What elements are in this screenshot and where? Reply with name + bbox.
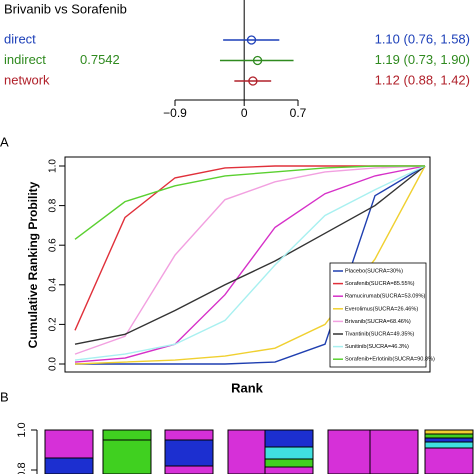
bar-segment: [424, 433, 474, 439]
row-label: direct: [4, 31, 36, 46]
legend-box: [329, 262, 427, 368]
estimate: [248, 76, 258, 86]
y-tick-label: 0.0: [48, 357, 59, 371]
estimate: [246, 35, 257, 45]
bar-segment: [102, 429, 152, 441]
legend-label: Tivantinib(SUCRA=49.35%): [345, 331, 414, 337]
p-value: 0.7542: [80, 52, 120, 67]
estimate: [252, 55, 263, 66]
y-tick-label: 0.6: [48, 238, 59, 252]
y-tick-label: 0.8: [48, 198, 59, 212]
bar-segment: [369, 429, 419, 474]
legend-label: Everolimus(SUCRA=26.46%): [345, 306, 418, 312]
bar-segment: [164, 465, 214, 474]
panel-label: B: [0, 389, 9, 404]
series-line: [75, 165, 426, 365]
bar-segment: [424, 437, 474, 443]
x-axis-label: Rank: [231, 380, 264, 395]
series-line: [74, 165, 426, 363]
bar-segment: [264, 429, 314, 448]
y-tick-label: 1.0: [48, 159, 59, 173]
bar-segment: [424, 441, 474, 449]
bar-segment: [102, 439, 152, 474]
y-axis-label: Cumulative Ranking Probility: [26, 181, 40, 348]
x-tick-label: 0: [241, 106, 248, 120]
panel-label: A: [0, 134, 9, 149]
y-tick-label: 0.2: [48, 317, 59, 331]
ci-label: 1.12 (0.88, 1.42): [375, 72, 470, 87]
legend-label: Brivanib(SUCRA=68.46%): [345, 319, 411, 325]
series-line: [74, 165, 425, 240]
bar-segment: [164, 439, 214, 467]
bar-segment: [264, 466, 314, 474]
bar-segment: [164, 429, 214, 441]
bar-segment: [44, 429, 94, 459]
legend-label: Sunitinib(SUCRA=46.3%): [345, 344, 409, 350]
series-line: [74, 165, 426, 355]
row-label: network: [4, 72, 50, 87]
series-line: [74, 165, 426, 345]
legend-label: Sorafenib(SUCRA=85.55%): [345, 281, 415, 287]
bar-segment: [424, 447, 474, 474]
legend-label: Placebo(SUCRA=30%): [345, 268, 403, 274]
series-line: [74, 165, 426, 361]
legend-label: Sorafenib+Erlotinib(SUCRA=90.8%): [345, 357, 435, 363]
bar-segment: [327, 429, 377, 474]
ci-label: 1.19 (0.73, 1.90): [375, 52, 470, 67]
legend-label: Ramucirumab(SUCRA=53.09%): [345, 294, 425, 300]
plot-frame: [64, 156, 431, 373]
y-tick-label: 0.8: [16, 462, 28, 474]
bar-segment: [264, 446, 314, 460]
forest-title: Brivanib vs Sorafenib: [4, 1, 127, 16]
ci-label: 1.10 (0.76, 1.58): [375, 31, 470, 46]
bar-segment: [424, 429, 474, 435]
x-tick-label: 0.7: [290, 106, 307, 120]
bar-segment: [264, 458, 314, 468]
x-tick-label: −0.9: [163, 106, 187, 120]
row-label: indirect: [4, 52, 46, 67]
y-tick-label: 0.4: [48, 277, 59, 291]
y-tick-label: 1.0: [16, 422, 28, 437]
bar-segment: [44, 457, 94, 474]
